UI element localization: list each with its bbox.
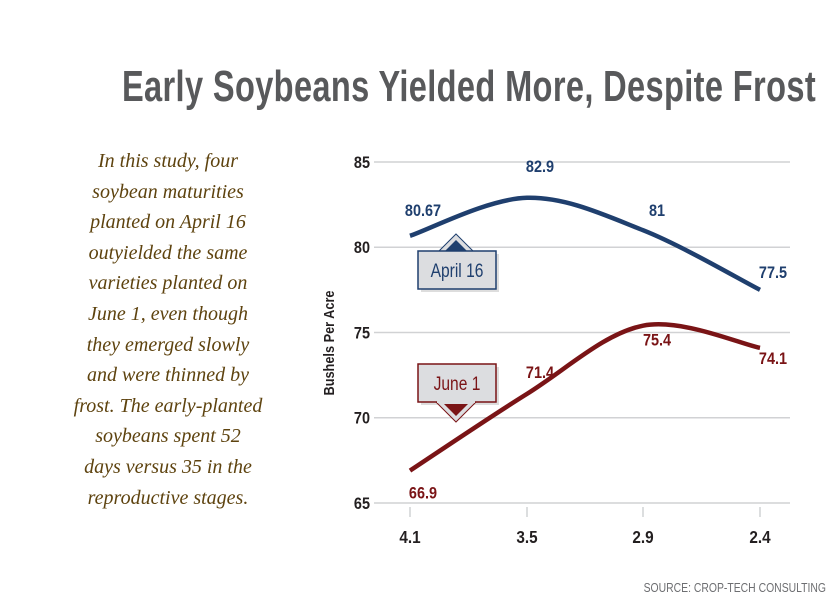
description-line: outyielded the same <box>88 241 248 264</box>
y-tick-label: 65 <box>354 495 370 513</box>
x-tick-label: 3.5 <box>516 527 537 547</box>
description-line: soybeans spent 52 <box>95 425 241 448</box>
data-label: 81 <box>649 202 665 220</box>
y-axis-label: Bushels Per Acre <box>320 290 337 395</box>
legend-box-1 <box>417 363 497 403</box>
chart-title: Early Soybeans Yielded More, Despite Fro… <box>0 62 840 112</box>
x-tick-label: 4.1 <box>399 527 420 547</box>
source-note: SOURCE: CROP-TECH CONSULTING <box>643 580 826 595</box>
description-line: planted on April 16 <box>90 211 246 234</box>
series-line-0 <box>409 195 762 292</box>
y-tick-label: 75 <box>354 324 370 342</box>
y-tick-label: 85 <box>354 154 370 172</box>
data-label: 82.9 <box>526 158 554 176</box>
data-label: 74.1 <box>759 350 787 368</box>
x-tick-label: 2.9 <box>632 527 653 547</box>
series-line-1 <box>408 322 761 473</box>
description-text: In this study, four soybean maturities pla… <box>52 146 284 513</box>
data-label: 80.67 <box>405 202 441 220</box>
legend-label: April 16 <box>431 260 484 282</box>
description-line: soybean maturities <box>92 180 244 203</box>
description-line: varieties planted on <box>88 272 248 295</box>
data-label: 75.4 <box>643 332 671 350</box>
legend-box-0 <box>417 250 497 290</box>
triangle-up-icon <box>444 240 468 252</box>
data-label: 77.5 <box>759 264 787 282</box>
x-tick-label: 2.4 <box>749 527 771 547</box>
legend-label: June 1 <box>434 373 481 395</box>
description-line: reproductive stages. <box>87 486 249 509</box>
chart-title-text: Early Soybeans Yielded More, Despite Fro… <box>121 62 817 111</box>
description-line: In this study, four <box>97 150 238 172</box>
y-tick-label: 80 <box>354 239 370 257</box>
description-line: June 1, even though <box>88 302 248 325</box>
data-label: 66.9 <box>409 485 437 503</box>
data-label: 71.4 <box>526 364 554 382</box>
y-tick-label: 70 <box>354 410 370 428</box>
description-line: frost. The early-planted <box>73 394 263 417</box>
description-line: days versus 35 in the <box>84 455 252 478</box>
description-line: they emerged slowly <box>86 333 250 356</box>
triangle-down-icon <box>444 404 468 416</box>
description-line: and were thinned by <box>86 364 249 387</box>
